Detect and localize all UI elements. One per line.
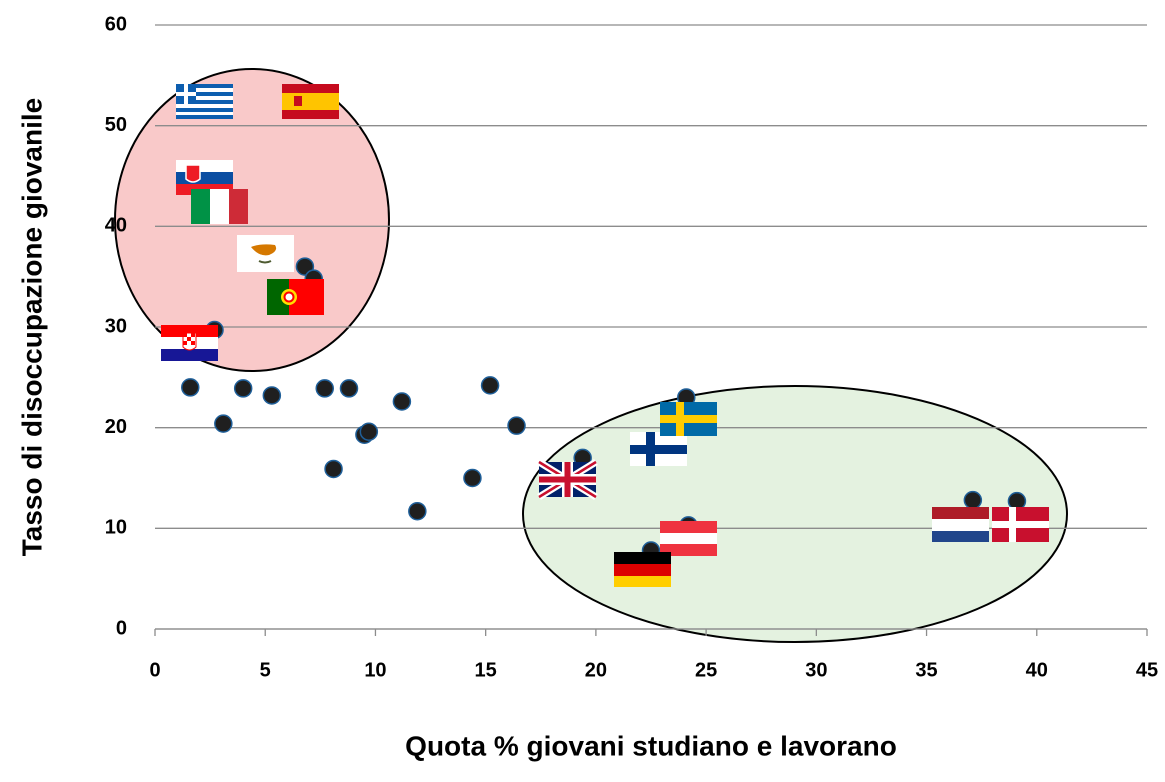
point bbox=[324, 459, 343, 479]
y-tick-label: 20 bbox=[105, 416, 127, 438]
flag-germany bbox=[614, 552, 671, 587]
point bbox=[315, 379, 334, 398]
y-tick-label: 30 bbox=[105, 315, 127, 337]
y-tick-label: 10 bbox=[105, 517, 127, 539]
highlight-areas bbox=[114, 68, 1068, 643]
flag-greece bbox=[176, 84, 233, 119]
x-tick-label: 40 bbox=[1026, 659, 1048, 681]
flag-cyprus bbox=[237, 235, 294, 272]
y-tick-label: 60 bbox=[105, 13, 127, 35]
point bbox=[214, 414, 233, 433]
flag-uk bbox=[537, 459, 598, 500]
point bbox=[463, 468, 482, 488]
y-tick-label: 0 bbox=[116, 617, 127, 639]
point bbox=[963, 490, 983, 510]
x-tick-label: 35 bbox=[915, 659, 937, 681]
point bbox=[262, 386, 282, 405]
y-tick-label: 50 bbox=[105, 114, 127, 136]
point bbox=[233, 379, 253, 398]
point bbox=[408, 501, 427, 521]
flags bbox=[161, 84, 1049, 587]
x-tick-label: 45 bbox=[1136, 659, 1158, 681]
point bbox=[480, 376, 500, 395]
flag-italy bbox=[191, 189, 248, 224]
point bbox=[507, 416, 526, 435]
x-tick-label: 30 bbox=[805, 659, 827, 681]
x-tick-label: 25 bbox=[695, 659, 717, 681]
x-tick-label: 10 bbox=[364, 659, 386, 681]
south-europe-ellipse bbox=[114, 68, 390, 372]
flag-spain bbox=[282, 84, 339, 119]
point bbox=[181, 378, 200, 397]
flag-croatia bbox=[161, 325, 218, 361]
flag-denmark bbox=[992, 507, 1049, 542]
x-tick-label: 20 bbox=[585, 659, 607, 681]
point bbox=[339, 379, 359, 398]
flag-austria bbox=[660, 521, 717, 556]
x-tick-label: 5 bbox=[260, 659, 271, 681]
x-tick-label: 0 bbox=[149, 659, 160, 681]
flag-finland bbox=[630, 432, 687, 466]
x-axis-title: Quota % giovani studiano e lavorano bbox=[405, 730, 897, 761]
flag-netherlands bbox=[932, 507, 989, 542]
point bbox=[392, 392, 412, 411]
flag-portugal bbox=[267, 279, 324, 315]
point bbox=[359, 422, 379, 441]
flag-sweden bbox=[660, 402, 717, 436]
y-axis-title: Tasso di disoccupazione giovanile bbox=[16, 98, 47, 556]
x-tick-label: 15 bbox=[475, 659, 497, 681]
y-tick-label: 40 bbox=[105, 215, 127, 237]
